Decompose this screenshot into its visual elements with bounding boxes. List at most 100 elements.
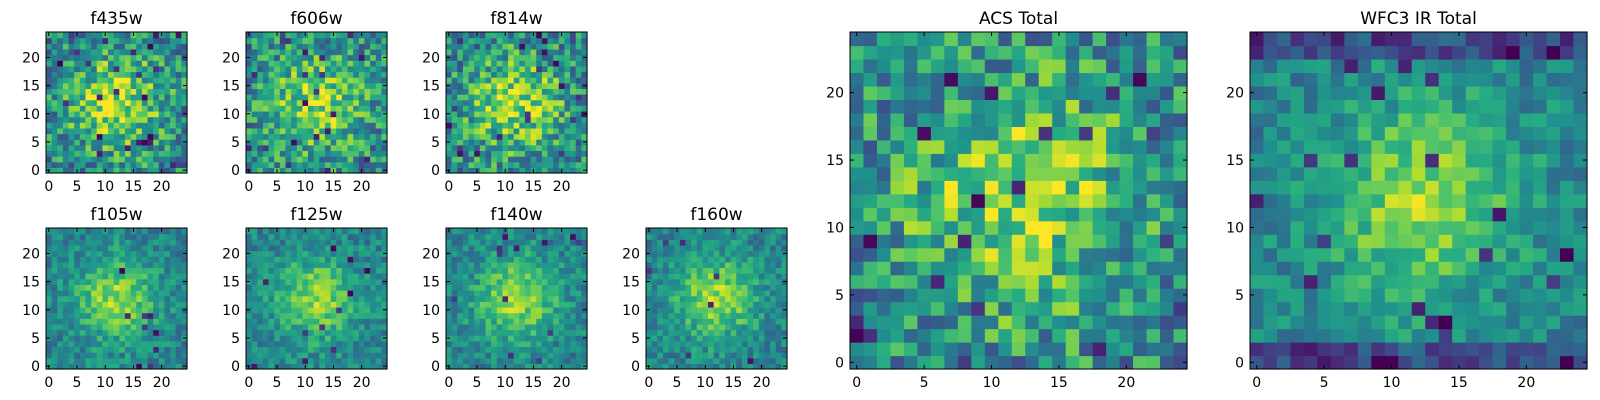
heatmap-cell [984, 247, 999, 262]
heatmap-cell [657, 273, 664, 280]
heatmap-cell [113, 301, 120, 308]
heatmap-cell [291, 244, 298, 252]
heatmap-cell [68, 37, 75, 44]
heatmap-cell [508, 54, 515, 61]
heatmap-cell [279, 139, 287, 146]
heatmap-cell [530, 284, 537, 291]
heatmap-cell [79, 150, 87, 157]
heatmap-cell [491, 301, 498, 308]
heatmap-cell [513, 335, 520, 342]
heatmap-cell [291, 127, 298, 135]
heatmap-cell [319, 278, 326, 285]
heatmap-cell [508, 116, 515, 123]
heatmap-cell [246, 295, 253, 302]
heatmap-cell [1025, 328, 1040, 343]
heatmap-cell [268, 116, 275, 123]
heatmap-cell [113, 312, 120, 319]
heatmap-cell [1052, 261, 1067, 276]
heatmap-cell [1106, 261, 1121, 276]
heatmap-cell [46, 65, 53, 73]
heatmap-cell [96, 290, 103, 297]
heatmap-cell [330, 278, 337, 285]
heatmap-cell [91, 306, 98, 314]
heatmap-cell [85, 122, 92, 129]
heatmap-cell [741, 318, 749, 325]
heatmap-cell [85, 256, 92, 263]
heatmap-cell [130, 273, 137, 280]
heatmap-cell [313, 329, 320, 336]
heatmap-cell [302, 273, 309, 280]
heatmap-cell [496, 60, 503, 67]
heatmap-cell [96, 88, 103, 95]
heatmap-cell [274, 340, 281, 348]
heatmap-cell [747, 284, 754, 291]
heatmap-cell [91, 116, 98, 123]
heatmap-cell [770, 329, 777, 336]
heatmap-cell [119, 329, 126, 336]
heatmap-cell [246, 161, 253, 168]
heatmap-cell [57, 228, 64, 235]
heatmap-cell [1038, 315, 1053, 330]
heatmap-cell [336, 139, 343, 146]
heatmap-cell [124, 94, 132, 101]
heatmap-cell [147, 60, 154, 67]
heatmap-cell [324, 323, 332, 331]
heatmap-cell [364, 335, 371, 342]
heatmap-cell [485, 278, 492, 285]
x-tick-label: 15 [125, 179, 143, 195]
heatmap-cell [513, 261, 520, 269]
heatmap-cell [547, 127, 554, 135]
heatmap-cell [170, 363, 177, 370]
heatmap-cell [313, 363, 320, 370]
heatmap-cell [451, 318, 458, 325]
heatmap-cell [130, 65, 137, 73]
heatmap-cell [657, 239, 664, 246]
heatmap-cell [175, 329, 182, 336]
heatmap-cell [679, 278, 687, 285]
heatmap-cell [285, 161, 292, 168]
heatmap-cell [479, 71, 487, 78]
heatmap-cell [251, 244, 258, 252]
heatmap-cell [102, 82, 109, 89]
heatmap-cell [308, 122, 315, 129]
heatmap-cell [575, 239, 582, 246]
heatmap-cell [553, 127, 560, 135]
heatmap-cell [558, 127, 566, 135]
heatmap-cell [496, 110, 503, 118]
heatmap-cell [381, 161, 388, 168]
heatmap-cell [553, 278, 560, 285]
heatmap-cell [513, 346, 520, 353]
heatmap-cell [691, 273, 698, 280]
heatmap-cell [519, 278, 526, 285]
heatmap-cell [124, 88, 132, 95]
heatmap-cell [274, 335, 281, 342]
heatmap-cell [536, 346, 543, 353]
heatmap-cell [175, 167, 182, 174]
heatmap-cell [485, 105, 492, 112]
heatmap-cell [74, 82, 81, 89]
heatmap-cell [524, 363, 532, 370]
heatmap-cell [462, 357, 470, 364]
heatmap-cell [1052, 315, 1067, 330]
heatmap-cell [984, 355, 999, 370]
heatmap-cell [702, 244, 709, 252]
heatmap-cell [141, 133, 149, 140]
heatmap-cell [502, 139, 509, 146]
heatmap-cell [85, 250, 92, 257]
heatmap-cell [336, 295, 343, 302]
heatmap-cell [262, 110, 270, 118]
heatmap-cell [91, 156, 98, 163]
heatmap-cell [508, 167, 515, 174]
heatmap-cell [268, 250, 275, 257]
heatmap-cell [457, 273, 464, 280]
heatmap-cell [279, 71, 287, 78]
heatmap-cell [341, 82, 349, 89]
heatmap-cell [1173, 261, 1188, 276]
heatmap-cell [508, 60, 515, 67]
heatmap-cell [679, 346, 687, 353]
heatmap-cell [451, 228, 458, 235]
heatmap-cell [257, 363, 264, 370]
heatmap-cell [170, 43, 177, 50]
heatmap-cell [541, 161, 549, 168]
heatmap-cell [341, 329, 349, 336]
